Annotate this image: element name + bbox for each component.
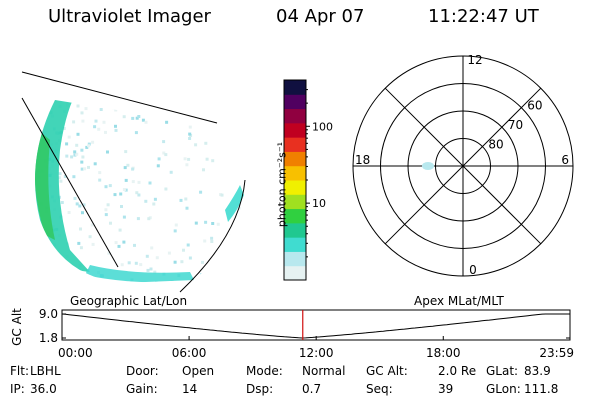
- observation-time: 11:22:47 UT: [428, 6, 539, 27]
- status-value: 83.9: [524, 364, 551, 378]
- status-value: 14: [182, 382, 198, 396]
- polar-hour-label: 6: [561, 153, 569, 167]
- observation-date: 04 Apr 07: [276, 6, 365, 27]
- orbit-left-caption: Geographic Lat/Lon: [70, 294, 188, 308]
- colorbar-swatch: [284, 94, 306, 110]
- status-label: Door:: [126, 364, 159, 378]
- colorbar-swatch: [284, 180, 306, 195]
- polar-lat-label: 70: [508, 118, 523, 132]
- polar-lat-label: 80: [488, 138, 503, 152]
- status-label: IP:: [10, 382, 25, 396]
- colorbar-swatch: [284, 208, 306, 224]
- colorbar-swatch: [284, 151, 306, 167]
- orbit-xtick-label: 00:00: [58, 346, 93, 360]
- status-label: Mode:: [246, 364, 283, 378]
- orbit-xtick-label: 23:59: [539, 346, 574, 360]
- status-label: Seq:: [366, 382, 393, 396]
- colorbar-tick-label: 100: [312, 120, 333, 133]
- status-value: 0.7: [302, 382, 322, 396]
- status-label: GLat:: [486, 364, 519, 378]
- colorbar-swatch: [284, 194, 306, 210]
- status-value: 111.8: [524, 382, 559, 396]
- orbit-xtick-label: 18:00: [426, 346, 461, 360]
- orbit-ytick-label: 1.8: [39, 331, 58, 345]
- status-label: Dsp:: [246, 382, 274, 396]
- colorbar-swatch: [284, 137, 306, 152]
- instrument-title: Ultraviolet Imager: [48, 6, 211, 27]
- orbit-xtick-label: 06:00: [172, 346, 207, 360]
- colorbar-swatch: [284, 222, 306, 238]
- polar-hour-label: 0: [469, 263, 477, 277]
- polar-hour-label: 18: [355, 153, 370, 167]
- polar-hour-label: 12: [467, 53, 482, 67]
- terminator-line-upper: [21, 71, 218, 124]
- colorbar-swatch: [284, 108, 306, 124]
- orbit-xtick-label: 12:00: [299, 346, 334, 360]
- status-value: Open: [182, 364, 215, 378]
- colorbar-swatch: [284, 237, 306, 252]
- status-label: Flt:: [10, 364, 29, 378]
- colorbar-swatch: [284, 80, 306, 95]
- status-label: GLon:: [486, 382, 521, 396]
- limb-arc: [179, 179, 246, 293]
- status-value: 2.0 Re: [438, 364, 477, 378]
- status-value: Normal: [302, 364, 346, 378]
- status-value: 36.0: [30, 382, 57, 396]
- polar-lat-label: 60: [527, 99, 542, 113]
- colorbar-swatch: [284, 122, 306, 138]
- colorbar-swatch: [284, 251, 306, 267]
- status-value: 39: [438, 382, 454, 396]
- orbit-ytick-label: 9.0: [39, 307, 58, 321]
- status-label: GC Alt:: [366, 364, 408, 378]
- orbit-right-caption: Apex MLat/MLT: [414, 294, 504, 308]
- terminator-line-lower: [21, 97, 119, 268]
- colorbar-swatch: [284, 265, 306, 281]
- status-label: Gain:: [126, 382, 158, 396]
- colorbar-tick-label: 10: [312, 197, 326, 210]
- colorbar-swatch: [284, 165, 306, 181]
- status-value: LBHL: [30, 364, 61, 378]
- orbit-altitude-curve: [61, 313, 567, 339]
- polar-emission-spot: [422, 162, 434, 170]
